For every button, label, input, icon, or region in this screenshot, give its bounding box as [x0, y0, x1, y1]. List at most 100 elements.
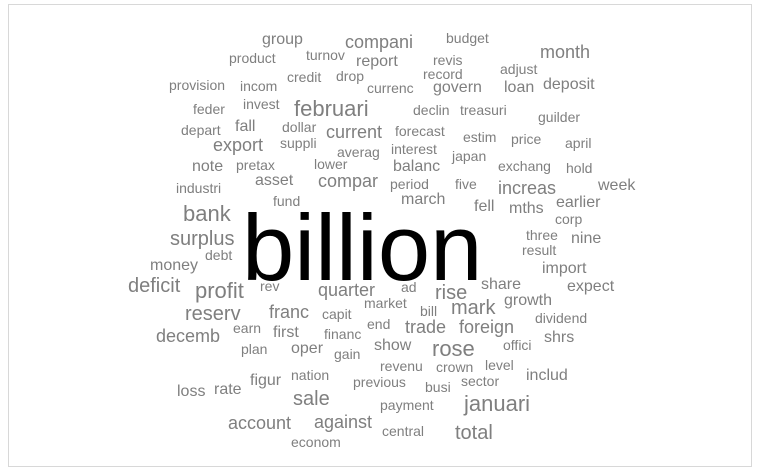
- word-previous: previous: [353, 374, 406, 390]
- word-rise: rise: [435, 282, 468, 304]
- word-first: first: [273, 324, 299, 341]
- word-averag: averag: [337, 144, 380, 160]
- word-trade: trade: [405, 317, 447, 337]
- word-dividend: dividend: [535, 310, 588, 326]
- word-fund: fund: [273, 193, 301, 209]
- word-shrs: shrs: [544, 329, 575, 346]
- word-oper: oper: [291, 340, 324, 357]
- word-central: central: [382, 423, 425, 439]
- word-loan: loan: [504, 79, 535, 96]
- word-hold: hold: [566, 160, 593, 176]
- word-financ: financ: [324, 326, 362, 342]
- word-against: against: [314, 412, 373, 432]
- word-surplus: surplus: [170, 228, 235, 250]
- word-week: week: [598, 177, 636, 194]
- word-forecast: forecast: [395, 123, 445, 139]
- word-bill: bill: [420, 303, 438, 319]
- word-busi: busi: [425, 379, 451, 395]
- word-ad: ad: [401, 279, 417, 295]
- word-dollar: dollar: [282, 119, 317, 135]
- word-quarter: quarter: [318, 280, 376, 300]
- word-payment: payment: [380, 397, 434, 413]
- word-februari: februari: [294, 96, 369, 121]
- word-adjust: adjust: [500, 61, 538, 77]
- word-plan: plan: [241, 341, 268, 357]
- word-feder: feder: [193, 101, 225, 117]
- word-estim: estim: [463, 129, 497, 145]
- word-sale: sale: [293, 388, 330, 410]
- word-three: three: [526, 227, 558, 243]
- word-result: result: [522, 242, 557, 258]
- word-suppli: suppli: [280, 135, 317, 151]
- word-exchang: exchang: [498, 158, 551, 174]
- word-gain: gain: [334, 346, 361, 362]
- word-money: money: [150, 257, 199, 274]
- word-product: product: [229, 50, 276, 66]
- word-expect: expect: [567, 278, 615, 295]
- word-cloud-frame: billion group compani budget product tur…: [8, 4, 752, 467]
- word-declin: declin: [413, 102, 450, 118]
- word-nation: nation: [291, 367, 330, 383]
- word-earlier: earlier: [556, 194, 601, 211]
- word-januari: januari: [464, 391, 531, 416]
- word-includ: includ: [526, 367, 568, 384]
- word-increas: increas: [498, 178, 557, 198]
- word-group: group: [262, 31, 303, 48]
- word-asset: asset: [255, 172, 294, 189]
- word-currenc: currenc: [367, 80, 414, 96]
- word-figur: figur: [250, 372, 282, 389]
- word-drop: drop: [336, 68, 365, 84]
- word-lower: lower: [314, 156, 348, 172]
- word-turnov: turnov: [306, 47, 345, 63]
- word-market: market: [364, 295, 407, 311]
- word-profit: profit: [195, 278, 244, 303]
- word-crown: crown: [436, 359, 474, 375]
- word-credit: credit: [287, 69, 322, 85]
- word-nine: nine: [571, 230, 602, 247]
- word-level: level: [485, 357, 514, 373]
- word-deficit: deficit: [128, 275, 181, 297]
- word-march: march: [401, 191, 446, 208]
- word-compani: compani: [345, 32, 414, 52]
- word-interest: interest: [391, 141, 437, 157]
- word-budget: budget: [446, 30, 489, 46]
- word-loss: loss: [177, 383, 206, 400]
- word-bank: bank: [183, 201, 231, 226]
- word-share: share: [481, 276, 522, 293]
- word-industri: industri: [176, 180, 222, 196]
- word-pretax: pretax: [236, 157, 275, 173]
- word-decemb: decemb: [156, 326, 221, 346]
- word-corp: corp: [555, 211, 583, 227]
- word-econom: econom: [291, 434, 341, 450]
- word-deposit: deposit: [543, 76, 595, 93]
- word-period: period: [390, 176, 429, 192]
- word-revenu: revenu: [380, 358, 423, 374]
- word-foreign: foreign: [459, 317, 515, 337]
- word-total: total: [455, 422, 493, 444]
- word-offici: offici: [503, 337, 532, 353]
- word-end: end: [367, 316, 391, 332]
- word-provision: provision: [169, 77, 226, 93]
- word-fell: fell: [474, 198, 495, 215]
- word-show: show: [374, 337, 412, 354]
- word-reserv: reserv: [185, 303, 241, 325]
- word-japan: japan: [452, 148, 487, 164]
- word-import: import: [542, 260, 587, 277]
- word-franc: franc: [269, 302, 310, 322]
- word-billion: billion: [242, 195, 483, 300]
- word-fall: fall: [235, 118, 256, 135]
- word-earn: earn: [233, 320, 262, 336]
- word-sector: sector: [461, 373, 500, 389]
- word-growth: growth: [504, 292, 553, 309]
- word-revis: revis: [433, 52, 463, 68]
- word-debt: debt: [205, 247, 233, 263]
- word-price: price: [511, 131, 542, 147]
- word-report: report: [356, 53, 398, 70]
- word-treasuri: treasuri: [460, 102, 507, 118]
- word-incom: incom: [240, 78, 278, 94]
- word-govern: govern: [433, 79, 482, 96]
- word-mark: mark: [451, 297, 496, 319]
- word-rose: rose: [432, 336, 475, 361]
- word-current: current: [326, 122, 383, 142]
- word-compar: compar: [318, 171, 379, 191]
